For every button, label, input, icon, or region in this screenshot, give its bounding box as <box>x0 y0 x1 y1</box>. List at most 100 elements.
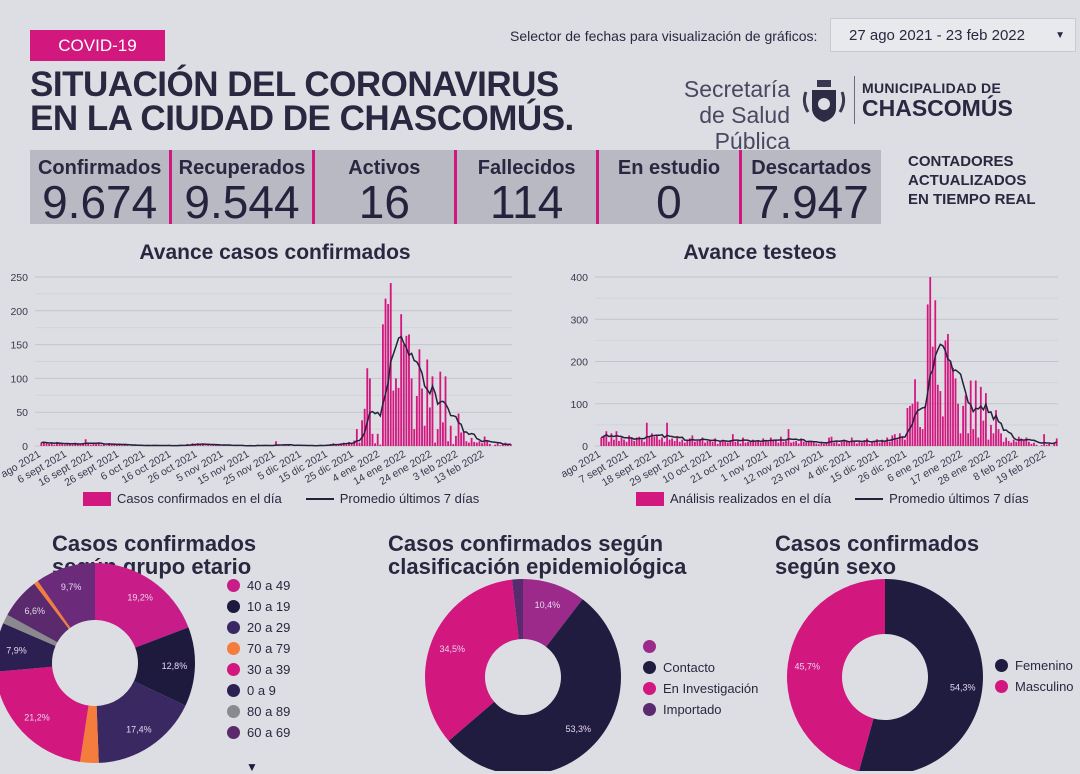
daily-bar <box>92 443 95 446</box>
daily-bar <box>428 407 431 446</box>
slice-percent-label: 10,4% <box>535 600 561 610</box>
kpi-value: 9.674 <box>42 176 158 228</box>
daily-bar <box>678 441 681 446</box>
daily-bar <box>759 442 762 446</box>
daily-bar <box>436 429 439 446</box>
legend-item[interactable]: Femenino <box>995 655 1074 676</box>
daily-bar <box>967 433 970 446</box>
daily-bar <box>89 444 92 446</box>
daily-bar <box>742 437 744 446</box>
legend-item[interactable]: 10 a 19 <box>227 596 290 617</box>
legend-label: Promedio últimos 7 días <box>339 491 480 506</box>
daily-bar <box>100 444 103 446</box>
daily-bar <box>1012 439 1015 446</box>
legend-label: 0 a 9 <box>247 683 276 698</box>
legend-item[interactable]: 20 a 29 <box>227 617 290 638</box>
daily-bar <box>507 444 510 446</box>
daily-bar <box>921 429 924 446</box>
kpi-label: Fallecidos <box>477 157 576 179</box>
legend-label: 80 a 89 <box>247 704 291 719</box>
daily-bar <box>630 438 633 446</box>
daily-bar <box>486 440 489 446</box>
daily-bar <box>744 442 747 446</box>
daily-bar <box>1043 434 1045 446</box>
daily-bar <box>843 439 846 446</box>
legend-item[interactable]: 60 a 69 <box>227 722 290 743</box>
daily-bar <box>982 420 985 446</box>
legend-item[interactable]: 0 a 9 <box>227 680 290 701</box>
daily-bar <box>977 437 980 446</box>
legend-dot <box>643 703 656 716</box>
legend-item[interactable]: 80 a 89 <box>227 701 290 722</box>
legend-item[interactable]: Importado <box>643 699 758 720</box>
daily-bar <box>217 445 220 446</box>
logo-divider <box>854 76 855 124</box>
daily-bar <box>345 443 348 446</box>
daily-bar <box>366 368 369 446</box>
counters-note-line: EN TIEMPO REAL <box>908 191 1036 208</box>
legend-item[interactable]: Masculino <box>995 676 1074 697</box>
donut-slice <box>425 579 519 741</box>
daily-bar <box>729 440 732 446</box>
daily-bar <box>663 441 666 446</box>
legend-item[interactable]: 70 a 79 <box>227 638 290 659</box>
legend-item[interactable]: En Investigación <box>643 678 758 699</box>
epi-legend: Contacto En Investigación Importado <box>643 636 758 720</box>
kpi-label: Activos <box>348 157 421 179</box>
y-tick-label: 400 <box>570 272 588 284</box>
daily-bar <box>494 444 496 446</box>
daily-bar <box>954 378 957 446</box>
daily-bar <box>780 436 782 446</box>
legend-item[interactable] <box>643 636 758 657</box>
slice-percent-label: 21,2% <box>24 712 50 722</box>
daily-bar <box>478 441 481 446</box>
daily-bar <box>726 442 729 446</box>
daily-bar <box>69 443 71 446</box>
date-range-selector[interactable]: 27 ago 2021 - 23 feb 2022 ▼ <box>830 18 1076 52</box>
daily-bar <box>825 442 828 446</box>
slice-percent-label: 17,4% <box>126 724 152 734</box>
daily-bar <box>881 439 884 446</box>
donut-slice <box>0 623 56 672</box>
daily-bar <box>691 435 694 446</box>
kpi-descartados: Descartados 7.947 <box>742 150 881 225</box>
daily-bar <box>633 440 636 446</box>
daily-bar <box>686 440 689 446</box>
legend-scroll-down-icon[interactable]: ▼ <box>246 760 258 774</box>
daily-bar <box>509 443 512 446</box>
slice-percent-label: 54,3% <box>950 683 976 693</box>
y-tick-label: 0 <box>22 441 28 453</box>
daily-bar <box>656 435 658 446</box>
daily-bar <box>358 442 361 446</box>
daily-bar <box>936 384 939 446</box>
daily-bar <box>701 437 704 446</box>
daily-bar <box>285 445 288 446</box>
date-range-value: 27 ago 2021 - 23 feb 2022 <box>849 26 1025 44</box>
daily-bar <box>1045 444 1048 446</box>
covid-badge: COVID-19 <box>30 30 165 61</box>
daily-bar <box>787 429 790 446</box>
daily-bar <box>909 405 911 446</box>
kpi-bar: Confirmados 9.674 Recuperados 9.544 Activo… <box>30 150 881 228</box>
legend-item[interactable]: 30 a 39 <box>227 659 290 680</box>
daily-bar <box>1025 437 1028 446</box>
kpi-label: Recuperados <box>178 157 306 179</box>
legend-item[interactable]: 40 a 49 <box>227 575 290 596</box>
muni-line-1: MUNICIPALIDAD DE <box>862 80 1002 96</box>
daily-bar <box>209 445 212 446</box>
daily-bar <box>408 334 410 446</box>
chart-title-testeos: Avance testeos <box>683 241 837 264</box>
title-line: Casos confirmados según <box>388 531 664 556</box>
daily-bar <box>410 378 413 446</box>
daily-bar <box>931 346 934 446</box>
daily-bar <box>40 442 43 446</box>
title-line: Casos confirmados <box>52 531 257 556</box>
legend-label: 30 a 39 <box>247 662 291 677</box>
daily-bar <box>952 367 954 446</box>
daily-bar <box>447 441 450 446</box>
donut-slice <box>133 627 195 706</box>
legend-item[interactable]: Contacto <box>643 657 758 678</box>
daily-bar <box>810 441 813 446</box>
daily-bar <box>861 442 863 446</box>
daily-bar <box>964 395 967 446</box>
